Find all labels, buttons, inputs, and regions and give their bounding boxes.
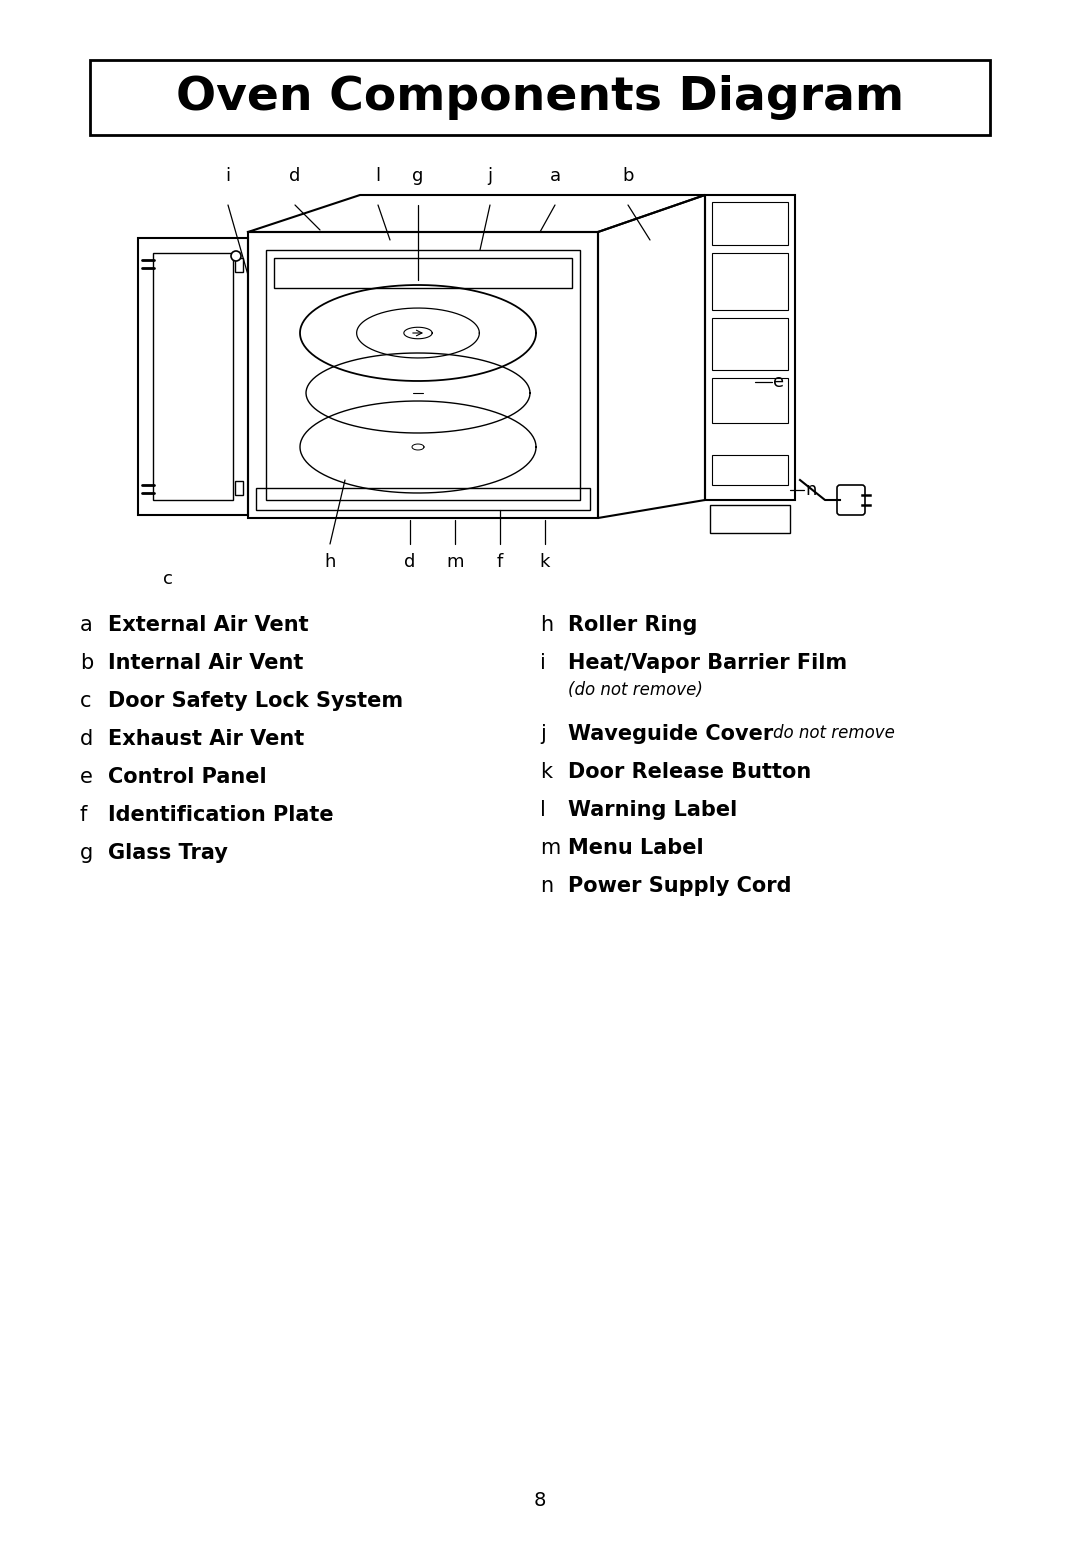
Text: g: g xyxy=(413,167,423,185)
Text: h: h xyxy=(324,552,336,571)
Text: Power Supply Cord: Power Supply Cord xyxy=(568,876,792,897)
Text: m: m xyxy=(540,837,561,858)
Bar xyxy=(712,455,788,485)
Bar xyxy=(710,505,789,534)
FancyBboxPatch shape xyxy=(837,485,865,515)
Text: Door Safety Lock System: Door Safety Lock System xyxy=(108,692,403,711)
Text: a: a xyxy=(550,167,561,185)
Text: a: a xyxy=(80,615,93,635)
Text: b: b xyxy=(80,653,93,673)
Text: Roller Ring: Roller Ring xyxy=(568,615,698,635)
Text: 8: 8 xyxy=(534,1490,546,1510)
Text: Heat/Vapor Barrier Film: Heat/Vapor Barrier Film xyxy=(568,653,847,673)
Text: n: n xyxy=(540,876,553,897)
Text: do not remove: do not remove xyxy=(773,725,895,742)
Text: Menu Label: Menu Label xyxy=(568,837,704,858)
Text: Identification Plate: Identification Plate xyxy=(108,804,334,825)
Text: f: f xyxy=(80,804,87,825)
Text: d: d xyxy=(289,167,300,185)
Bar xyxy=(235,258,243,272)
Bar xyxy=(712,254,788,310)
Text: f: f xyxy=(497,552,503,571)
Bar xyxy=(235,480,243,495)
Bar xyxy=(712,202,788,246)
Text: i: i xyxy=(226,167,230,185)
Text: i: i xyxy=(540,653,545,673)
Bar xyxy=(256,488,590,510)
Text: Door Release Button: Door Release Button xyxy=(568,762,811,782)
Text: Exhaust Air Vent: Exhaust Air Vent xyxy=(108,729,305,750)
Text: g: g xyxy=(80,844,93,862)
Bar xyxy=(90,59,990,135)
Bar xyxy=(274,258,572,288)
Text: k: k xyxy=(540,762,552,782)
Text: b: b xyxy=(622,167,634,185)
Text: External Air Vent: External Air Vent xyxy=(108,615,309,635)
Bar xyxy=(153,254,233,499)
Bar xyxy=(705,196,795,499)
Text: c: c xyxy=(80,692,92,711)
Text: Warning Label: Warning Label xyxy=(568,800,738,820)
Bar xyxy=(248,232,598,518)
Text: m: m xyxy=(446,552,463,571)
Text: k: k xyxy=(540,552,550,571)
Bar xyxy=(138,238,248,515)
Text: e: e xyxy=(80,767,93,787)
Bar xyxy=(712,379,788,423)
Text: Waveguide Cover: Waveguide Cover xyxy=(568,725,773,743)
Text: l: l xyxy=(376,167,380,185)
Text: c: c xyxy=(163,570,173,588)
Text: Oven Components Diagram: Oven Components Diagram xyxy=(176,75,904,121)
Text: l: l xyxy=(540,800,545,820)
Text: d: d xyxy=(404,552,416,571)
Text: d: d xyxy=(80,729,93,750)
Text: Control Panel: Control Panel xyxy=(108,767,267,787)
Bar xyxy=(266,250,580,499)
Text: Glass Tray: Glass Tray xyxy=(108,844,228,862)
Text: j: j xyxy=(487,167,492,185)
Text: j: j xyxy=(540,725,545,743)
Text: Internal Air Vent: Internal Air Vent xyxy=(108,653,303,673)
Text: n: n xyxy=(805,480,816,499)
Circle shape xyxy=(231,250,241,261)
Text: h: h xyxy=(540,615,553,635)
Text: (do not remove): (do not remove) xyxy=(568,681,703,700)
Text: e: e xyxy=(773,372,784,391)
Bar xyxy=(712,318,788,369)
